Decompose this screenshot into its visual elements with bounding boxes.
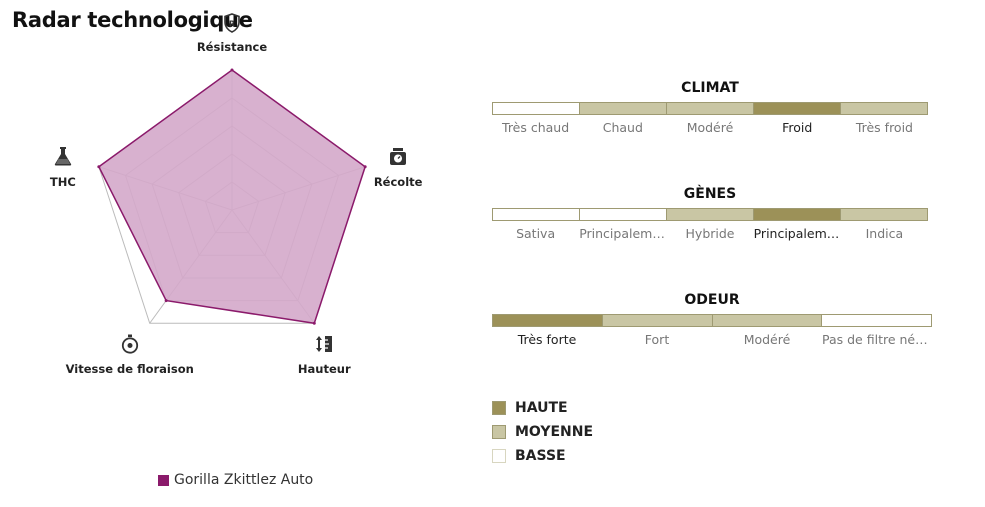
- scale-odeur: ODEUR Très forte Fort Modéré Pas de filtre n…: [492, 290, 932, 347]
- radar-point: [230, 68, 234, 72]
- shield-r-icon: R: [221, 12, 243, 34]
- level-label: BASSE: [515, 448, 566, 464]
- scale-label: Modéré: [686, 120, 734, 135]
- scale-labels: Sativa Principalement sativa Hybride Princi…: [492, 226, 928, 241]
- level-swatch: [492, 401, 506, 415]
- flask-icon: [52, 145, 74, 167]
- legend-swatch: [158, 474, 169, 486]
- page-title: Radar technologique: [12, 8, 253, 32]
- scale-bar: [492, 208, 928, 221]
- radar-point: [97, 165, 101, 169]
- scale-title: CLIMAT: [681, 80, 739, 96]
- scale-label: Modéré: [743, 332, 791, 347]
- scale-segment-haute: [754, 209, 841, 220]
- scale-labels: Très forte Fort Modéré Pas de filtre nécess…: [492, 332, 932, 347]
- scale-label: Très forte: [517, 332, 577, 347]
- scale-label: Hybride: [685, 226, 735, 241]
- radar-axis-label: Résistance: [196, 40, 268, 54]
- scale-climat: CLIMAT Très chaud Chaud Modéré Froid Très fro…: [492, 78, 928, 135]
- scale-segment-basse: [493, 209, 580, 220]
- scale-segment-moyenne: [602, 315, 713, 326]
- legend-label: Gorilla Zkittlez Auto: [174, 472, 314, 488]
- radar-point: [312, 321, 316, 325]
- radar-axis-label: Vitesse de floraison: [65, 362, 194, 377]
- scale-segment-moyenne: [841, 209, 927, 220]
- svg-text:R: R: [229, 20, 235, 29]
- scale-label: Chaud: [602, 120, 643, 135]
- scale-title: GÈNES: [683, 186, 737, 202]
- level-legend-item-moyenne: MOYENNE: [492, 420, 593, 444]
- radar-chart: [97, 68, 367, 325]
- level-label: HAUTE: [515, 400, 568, 416]
- stopwatch-icon: [119, 333, 141, 355]
- scale-label: Très chaud: [502, 120, 570, 135]
- scale-segment-basse: [493, 103, 580, 114]
- scale-segment-haute: [493, 315, 603, 326]
- radar-axis-label: Récolte: [373, 174, 423, 189]
- scale-label: Indica: [865, 226, 904, 241]
- level-swatch: [492, 449, 506, 463]
- scale-label: Principalement sativa: [579, 226, 667, 241]
- level-legend-item-basse: BASSE: [492, 444, 593, 468]
- scale-title: ODEUR: [684, 292, 740, 308]
- scale-segment-moyenne: [580, 103, 667, 114]
- scale-label: Fort: [644, 332, 670, 347]
- scale-labels: Très chaud Chaud Modéré Froid Très froid: [492, 120, 928, 135]
- scale-segment-moyenne: [712, 315, 823, 326]
- scale-label: Sativa: [516, 226, 556, 241]
- scale-bar: [492, 314, 932, 327]
- level-swatch: [492, 425, 506, 439]
- level-legend-item-haute: HAUTE: [492, 396, 593, 420]
- scale-segment-moyenne: [667, 209, 754, 220]
- radar-point: [363, 165, 367, 169]
- scale-bar: [492, 102, 928, 115]
- chart-legend: Gorilla Zkittlez Auto: [158, 472, 313, 488]
- radar-point: [164, 299, 168, 303]
- scale-label: Pas de filtre nécessaire: [822, 332, 932, 347]
- scale-label: Froid: [782, 120, 813, 135]
- scale-icon: [387, 145, 409, 167]
- level-legend: HAUTE MOYENNE BASSE: [492, 396, 593, 468]
- radar-axis-label: Hauteur: [297, 362, 351, 377]
- scale-gènes: GÈNES Sativa Principalement sativa Hybride P…: [492, 184, 928, 241]
- scale-segment-basse: [822, 315, 931, 326]
- radar-series-area: [97, 69, 367, 325]
- scale-label: Principalement indica: [753, 226, 841, 241]
- level-label: MOYENNE: [515, 424, 594, 440]
- scale-segment-haute: [754, 103, 841, 114]
- scale-segment-basse: [580, 209, 667, 220]
- scale-segment-moyenne: [667, 103, 754, 114]
- scale-segment-moyenne: [841, 103, 927, 114]
- height-icon: [313, 333, 335, 355]
- scale-label: Très froid: [855, 120, 913, 135]
- radar-axis-label: THC: [49, 174, 76, 189]
